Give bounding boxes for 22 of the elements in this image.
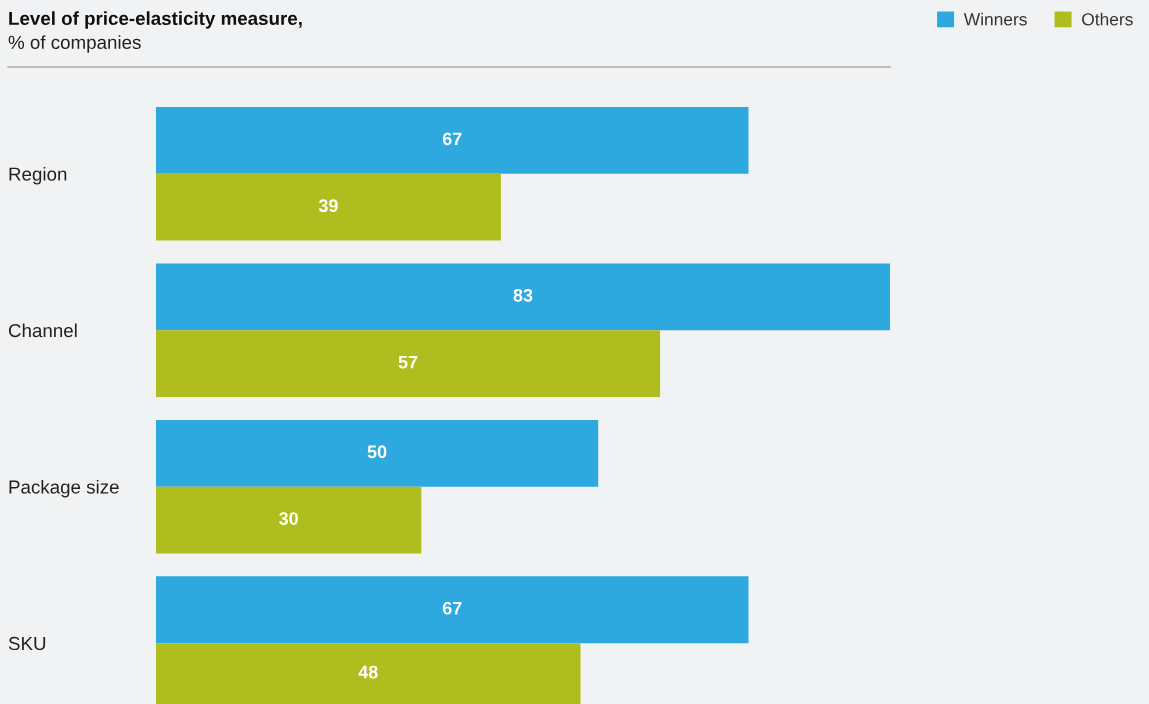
data-label: 57 (398, 355, 418, 369)
y-tick-label: Region (9, 167, 67, 185)
bar (156, 330, 661, 398)
bar (156, 486, 422, 554)
legend-label: Others (1082, 12, 1133, 26)
bar (156, 173, 501, 241)
chart-subtitle: % of companies (8, 35, 141, 53)
bar (156, 107, 749, 174)
legend-label: Winners (963, 12, 1027, 26)
data-label: 30 (279, 512, 298, 525)
data-label: 67 (442, 601, 462, 615)
y-tick-label: Channel (8, 323, 77, 338)
y-tick-label: SKU (8, 636, 46, 651)
bar (156, 419, 599, 487)
chart-title: Level of price-elasticity measure, (9, 11, 302, 29)
data-label: 50 (367, 445, 387, 459)
data-label: 83 (513, 288, 533, 302)
data-label: 48 (358, 665, 378, 679)
data-label: 67 (442, 132, 462, 146)
data-label: 39 (318, 199, 338, 213)
y-tick-label: Package size (9, 479, 119, 498)
bar (156, 263, 890, 331)
